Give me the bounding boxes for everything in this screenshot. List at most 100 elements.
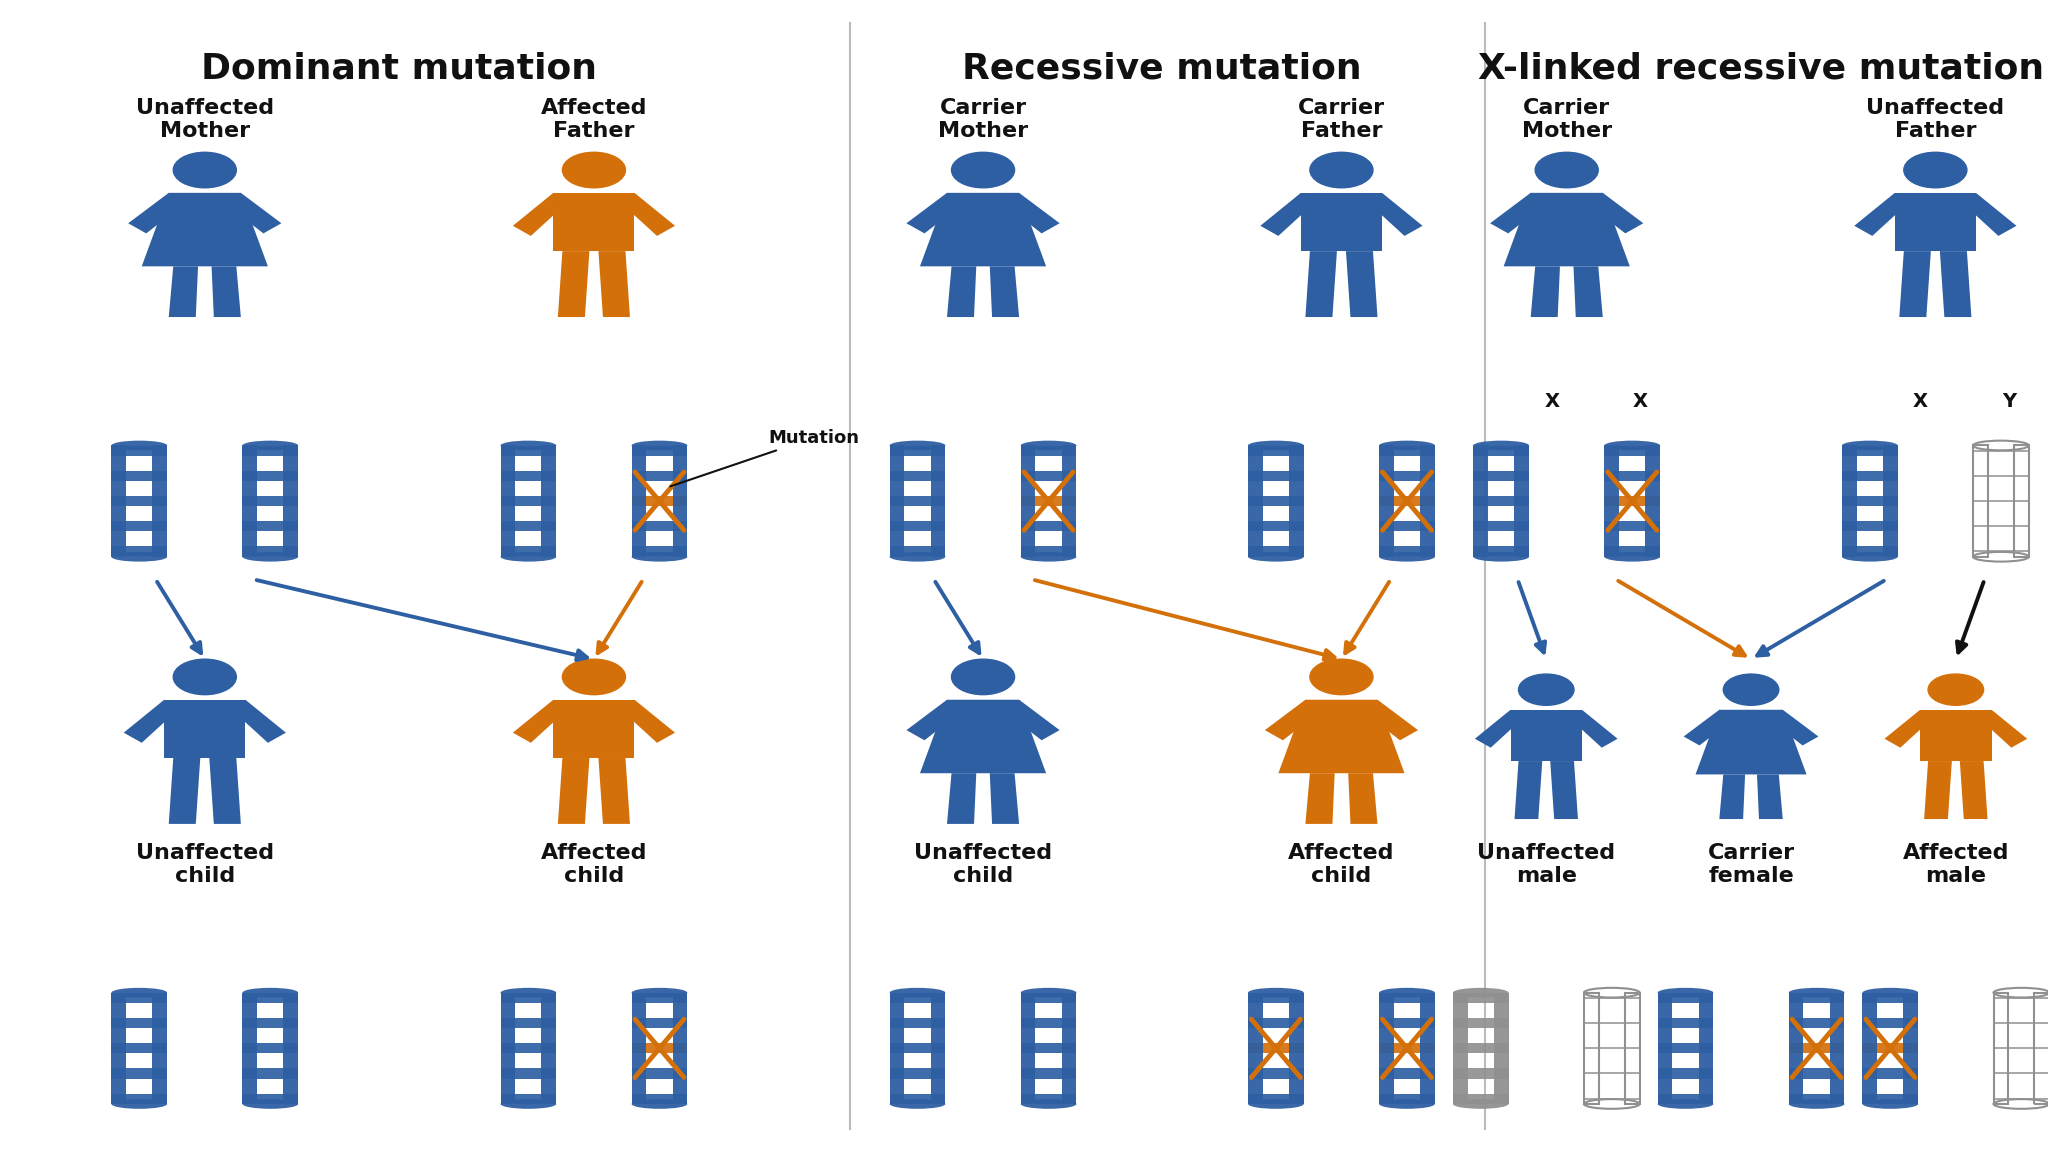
Bar: [242, 546, 299, 556]
Bar: [1020, 446, 1036, 556]
Ellipse shape: [1841, 440, 1898, 450]
Text: Unaffected
male: Unaffected male: [1477, 843, 1616, 886]
Polygon shape: [227, 192, 281, 234]
Polygon shape: [907, 699, 961, 741]
Text: Recessive mutation: Recessive mutation: [963, 52, 1362, 86]
Ellipse shape: [500, 440, 557, 450]
Bar: [1862, 1068, 1919, 1078]
Polygon shape: [1921, 710, 1991, 761]
Bar: [631, 1044, 688, 1053]
Bar: [1378, 446, 1436, 456]
Bar: [111, 993, 168, 1003]
Bar: [242, 471, 299, 482]
Polygon shape: [1550, 761, 1577, 819]
Bar: [541, 993, 557, 1104]
Bar: [889, 471, 946, 482]
Text: Affected
Father: Affected Father: [541, 98, 647, 141]
Text: X: X: [1632, 393, 1649, 411]
Circle shape: [174, 659, 236, 695]
Bar: [1862, 993, 1919, 1003]
Polygon shape: [1364, 699, 1417, 741]
Bar: [1657, 1093, 1714, 1104]
Text: Carrier
Father: Carrier Father: [1298, 98, 1384, 141]
Ellipse shape: [1378, 440, 1436, 450]
Polygon shape: [598, 251, 631, 317]
Text: Unaffected
Mother: Unaffected Mother: [135, 98, 274, 141]
Ellipse shape: [1657, 987, 1714, 998]
Bar: [500, 497, 557, 506]
Bar: [1604, 546, 1661, 556]
Bar: [1473, 497, 1530, 506]
Bar: [1247, 521, 1305, 531]
Bar: [631, 446, 688, 456]
Polygon shape: [557, 251, 590, 317]
Bar: [1657, 1044, 1714, 1053]
Bar: [1657, 1068, 1714, 1078]
Bar: [1993, 993, 2009, 1104]
Bar: [1378, 471, 1436, 482]
Text: Dominant mutation: Dominant mutation: [201, 52, 598, 86]
Bar: [1378, 521, 1436, 531]
Bar: [889, 1018, 946, 1029]
Bar: [242, 1068, 299, 1078]
Polygon shape: [1720, 774, 1745, 819]
Polygon shape: [989, 266, 1020, 317]
Bar: [1862, 993, 1878, 1104]
Bar: [889, 446, 905, 556]
Bar: [242, 446, 299, 456]
Bar: [242, 993, 299, 1003]
Polygon shape: [1683, 710, 1731, 745]
Bar: [1020, 446, 1077, 456]
Ellipse shape: [111, 1099, 168, 1109]
Bar: [1452, 1068, 1509, 1078]
Ellipse shape: [1020, 552, 1077, 562]
Bar: [631, 497, 688, 506]
Circle shape: [174, 152, 236, 188]
Circle shape: [563, 659, 625, 695]
Bar: [500, 1018, 557, 1029]
Bar: [1452, 993, 1509, 1003]
Bar: [1788, 1018, 1845, 1029]
Circle shape: [1311, 152, 1372, 188]
Ellipse shape: [111, 440, 168, 450]
Ellipse shape: [1020, 1099, 1077, 1109]
Polygon shape: [1348, 773, 1378, 824]
Bar: [1862, 1093, 1919, 1104]
Polygon shape: [123, 699, 178, 743]
Ellipse shape: [1378, 1099, 1436, 1109]
Bar: [1061, 993, 1077, 1104]
Bar: [889, 497, 946, 506]
Text: Unaffected
child: Unaffected child: [135, 843, 274, 886]
Bar: [1862, 1018, 1919, 1029]
Bar: [1645, 446, 1661, 556]
Polygon shape: [920, 192, 1047, 266]
Bar: [1247, 497, 1305, 506]
Bar: [1247, 1018, 1305, 1029]
Bar: [1583, 993, 1599, 1104]
Bar: [1378, 1044, 1436, 1053]
Bar: [631, 1018, 688, 1029]
Polygon shape: [512, 699, 567, 743]
Bar: [1020, 497, 1077, 506]
Bar: [1020, 1068, 1077, 1078]
Bar: [1020, 993, 1036, 1104]
Bar: [2034, 993, 2048, 1104]
Polygon shape: [946, 266, 977, 317]
Bar: [242, 993, 258, 1104]
Bar: [111, 521, 168, 531]
Polygon shape: [1939, 251, 1972, 317]
Bar: [1020, 1018, 1077, 1029]
Text: X: X: [1913, 393, 1927, 411]
Ellipse shape: [1862, 987, 1919, 998]
Polygon shape: [907, 192, 961, 234]
Bar: [1288, 446, 1305, 556]
Ellipse shape: [1473, 552, 1530, 562]
Bar: [631, 1093, 688, 1104]
Bar: [1378, 1093, 1436, 1104]
Bar: [1788, 993, 1804, 1104]
Polygon shape: [1980, 710, 2028, 748]
Bar: [1378, 546, 1436, 556]
Bar: [1473, 521, 1530, 531]
Circle shape: [952, 659, 1014, 695]
Bar: [111, 471, 168, 482]
